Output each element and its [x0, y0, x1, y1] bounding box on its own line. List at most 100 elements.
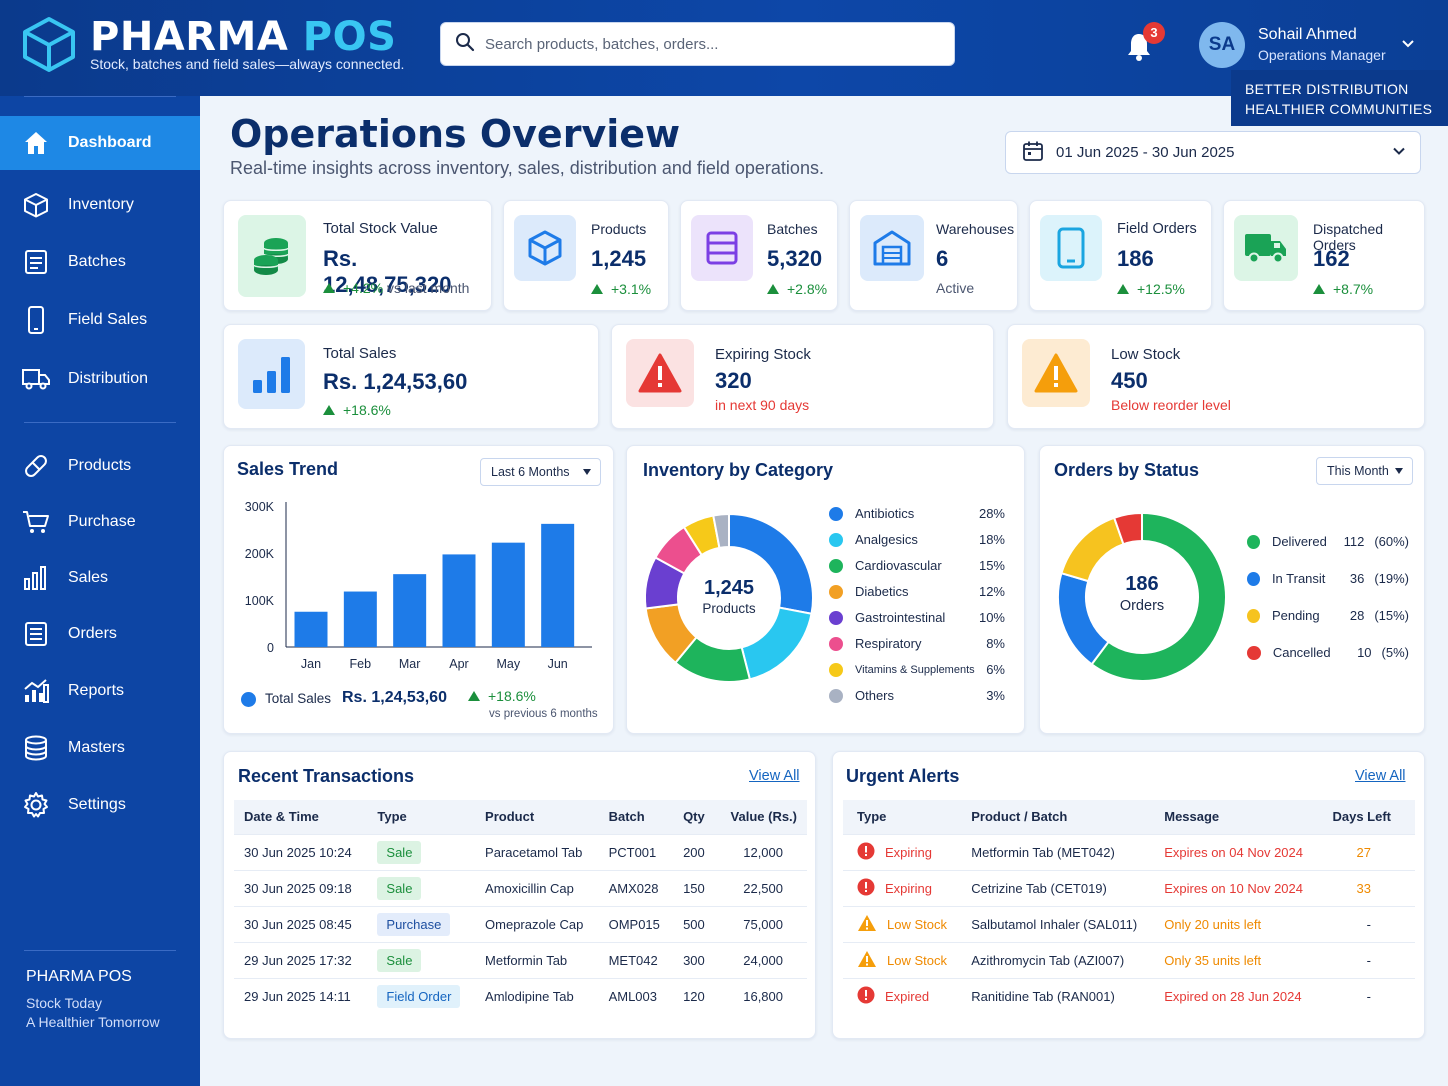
legend-item: Antibiotics 28%	[829, 506, 1005, 521]
sidebar-item-purchase[interactable]: Purchase	[0, 495, 200, 549]
box-icon	[22, 191, 50, 219]
cell-type: Expired	[843, 977, 962, 1014]
notification-badge: 3	[1143, 22, 1165, 44]
bar[interactable]	[541, 523, 575, 647]
bar[interactable]	[393, 574, 427, 647]
column-header: Product / Batch	[961, 800, 1155, 834]
cell-value: 22,500	[716, 869, 807, 906]
kpi-label: Batches	[767, 221, 818, 237]
sidebar-item-batches[interactable]: Batches	[0, 235, 200, 289]
legend-item: Analgesics 18%	[829, 532, 1005, 547]
table-row[interactable]: Expiring Cetrizine Tab (CET019) Expires on…	[843, 869, 1415, 906]
bar[interactable]	[343, 591, 377, 647]
promo-line-1: BETTER DISTRIBUTION	[1245, 81, 1409, 97]
alert-type-label: Low Stock	[887, 916, 947, 932]
sidebar-item-distribution[interactable]: Distribution	[0, 352, 200, 406]
table-row[interactable]: Low Stock Salbutamol Inhaler (SAL011) Only…	[843, 905, 1415, 942]
sidebar-item-settings[interactable]: Settings	[0, 778, 200, 832]
warning-icon	[1022, 339, 1090, 407]
bar[interactable]	[294, 611, 328, 647]
table-row[interactable]: 30 Jun 2025 09:18 Sale Amoxicillin Cap AMX0…	[234, 869, 807, 906]
alert-type-label: Low Stock	[887, 952, 947, 968]
table-row[interactable]: Low Stock Azithromycin Tab (AZI007) Only 3…	[843, 941, 1415, 978]
legend-item: Respiratory 8%	[829, 636, 1005, 651]
bar[interactable]	[442, 554, 476, 647]
sidebar-item-products[interactable]: Products	[0, 439, 200, 493]
legend-label: Respiratory	[855, 636, 922, 651]
donut-slice[interactable]	[712, 512, 730, 550]
legend-count: 112	[1343, 534, 1365, 549]
sidebar-divider	[24, 96, 176, 97]
legend-value: 8%	[986, 636, 1005, 651]
bar[interactable]	[491, 542, 525, 647]
table-row[interactable]: 29 Jun 2025 17:32 Sale Metformin Tab MET042…	[234, 941, 807, 978]
sidebar-item-masters[interactable]: Masters	[0, 721, 200, 775]
trend-up-icon	[323, 405, 335, 415]
donut-slice[interactable]	[1112, 512, 1143, 546]
sidebar-item-sales[interactable]: Sales	[0, 551, 200, 605]
donut-center-value: 186	[1125, 573, 1159, 595]
legend-item: Cancelled 10 (5%)	[1247, 645, 1409, 660]
legend-count: 36	[1349, 571, 1365, 586]
column-header: Type	[367, 800, 476, 834]
sales-change-note: vs previous 6 months	[489, 708, 598, 720]
table-row[interactable]: 30 Jun 2025 08:45 Purchase Omeprazole Cap O…	[234, 905, 807, 942]
table-row[interactable]: 30 Jun 2025 10:24 Sale Paracetamol Tab PCT0…	[234, 833, 807, 870]
kpi-trend: +18.6%	[323, 402, 391, 418]
view-all-link[interactable]: View All	[1355, 768, 1406, 784]
kpi-label: Low Stock	[1111, 346, 1181, 363]
top-header: PHARMA POS Stock, batches and field sale…	[0, 0, 1448, 96]
alerts-table: Type Product / Batch Message Days Left E…	[843, 800, 1415, 1014]
recent-transactions-panel: Recent Transactions View All Date & Time…	[223, 751, 816, 1039]
sidebar-item-dashboard[interactable]: Dashboard	[0, 116, 200, 170]
cell-value: 16,800	[716, 977, 807, 1014]
type-badge: Sale	[377, 948, 422, 972]
cell-type: Low Stock	[843, 941, 962, 978]
sidebar-item-field-sales[interactable]: Field Sales	[0, 293, 200, 347]
donut-slice[interactable]	[740, 606, 813, 681]
legend-value: 12%	[978, 584, 1005, 599]
kpi-card-batches: Batches 5,320 +2.8%	[680, 200, 838, 311]
table-row[interactable]: Expired Ranitidine Tab (RAN001) Expired on…	[843, 977, 1415, 1014]
legend-dot	[829, 558, 843, 573]
table-row[interactable]: 29 Jun 2025 14:11 Field Order Amlodipine T…	[234, 977, 807, 1014]
legend-item: Pending 28 (15%)	[1247, 608, 1409, 623]
cell-qty: 200	[673, 833, 717, 870]
search-bar[interactable]	[440, 22, 955, 66]
sidebar-item-label: Orders	[68, 625, 117, 642]
sidebar-item-inventory[interactable]: Inventory	[0, 178, 200, 232]
donut-slice[interactable]	[1060, 516, 1125, 583]
cell-type: Sale	[367, 941, 476, 978]
cell-type: Low Stock	[843, 905, 962, 942]
user-name[interactable]: Sohail Ahmed	[1258, 26, 1357, 43]
type-badge: Sale	[377, 876, 422, 900]
cell-product: Cetrizine Tab (CET019)	[961, 869, 1155, 906]
kpi-card-products: Products 1,245 +3.1%	[503, 200, 669, 311]
period-dropdown[interactable]: This Month	[1316, 457, 1413, 485]
search-input[interactable]	[485, 35, 925, 53]
alert-circle-icon	[857, 878, 875, 899]
view-all-link[interactable]: View All	[749, 768, 800, 784]
kpi-value: 186	[1117, 246, 1154, 271]
kpi-card-stock-value: Total Stock Value Rs. 12,48,75,320 +4.2%…	[223, 200, 492, 311]
legend-label: Diabetics	[855, 584, 909, 599]
warning-icon	[626, 339, 694, 407]
clipboard-icon	[22, 620, 50, 648]
kpi-sub: Active	[936, 280, 975, 296]
sidebar-item-reports[interactable]: Reports	[0, 664, 200, 718]
kpi-trend: +2.8%	[767, 281, 827, 297]
stack-icon	[691, 215, 753, 281]
table-row[interactable]: Expiring Metformin Tab (MET042) Expires on…	[843, 833, 1415, 870]
x-tick-label: Jan	[301, 657, 321, 671]
period-dropdown[interactable]: Last 6 Months	[480, 458, 601, 486]
chevron-down-icon[interactable]	[1400, 36, 1416, 52]
donut-slice[interactable]	[1090, 512, 1227, 682]
avatar[interactable]: SA	[1199, 22, 1245, 68]
type-badge: Sale	[377, 840, 422, 864]
sales-total: Rs. 1,24,53,60	[342, 689, 447, 706]
sidebar-item-label: Masters	[68, 739, 125, 756]
date-range-picker[interactable]: 01 Jun 2025 - 30 Jun 2025	[1005, 131, 1421, 174]
sidebar-item-orders[interactable]: Orders	[0, 607, 200, 661]
page-subtitle: Real-time insights across inventory, sal…	[230, 158, 824, 178]
trend-up-icon	[1117, 284, 1129, 294]
